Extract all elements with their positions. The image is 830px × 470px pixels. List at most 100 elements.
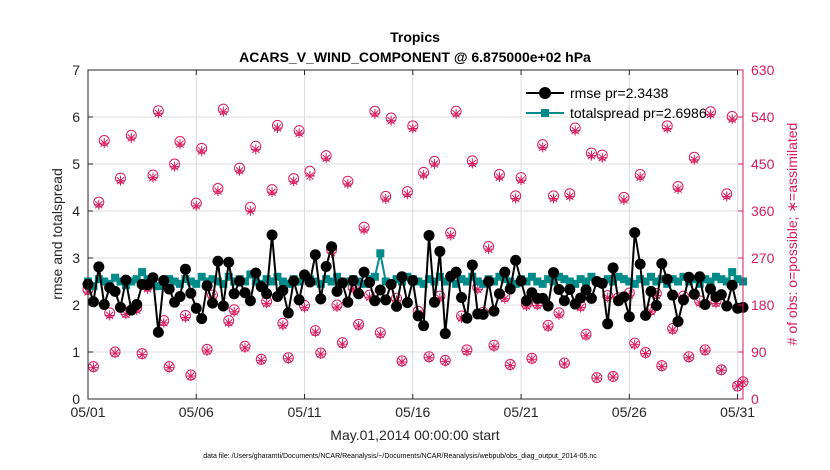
rmse-marker [315,293,327,305]
rmse-marker [688,288,700,300]
obs-assimilated-marker [705,109,716,120]
obs-assimilated-marker [505,360,516,371]
legend: rmse pr=2.3438 totalspread pr=2.6986 [526,85,707,121]
y-left-tick-label: 4 [72,203,80,219]
rmse-marker [293,294,305,306]
obs-assimilated-marker [212,186,223,197]
obs-assimilated-marker [429,159,440,169]
totalspread-marker [722,277,731,286]
totalspread-marker [544,275,553,284]
obs-assimilated-marker [283,353,294,364]
obs-assimilated-marker [727,114,738,125]
rmse-marker [320,260,332,272]
data-file-footer: data file: /Users/gharamti/Documents/NCA… [203,453,597,460]
rmse-marker [412,310,424,322]
totalspread-marker [554,272,563,281]
y-left-tick-label: 0 [72,391,80,407]
totalspread-marker [500,275,509,284]
totalspread-marker [219,279,228,288]
totalspread-marker [582,277,591,286]
rmse-marker [353,288,365,300]
totalspread-marker [587,272,596,281]
y-right-tick-label: 270 [751,250,775,266]
y-right-tick-label: 450 [751,156,775,172]
legend-rmse-marker [539,87,551,99]
obs-assimilated-marker [104,310,115,321]
rmse-marker [179,263,191,275]
obs-assimilated-marker [488,341,499,352]
totalspread-marker [127,277,136,286]
obs-assimilated-marker [196,145,207,156]
totalspread-marker [625,277,634,286]
rmse-marker [261,288,273,300]
rmse-marker [212,255,224,267]
rmse-marker [369,295,381,307]
rmse-marker [147,272,159,284]
obs-assimilated-marker [716,365,727,376]
obs-assimilated-marker [342,178,353,189]
obs-assimilated-marker [175,139,186,150]
totalspread-marker [273,272,282,281]
rmse-marker [645,285,657,297]
y-left-tick-label: 5 [72,156,80,172]
obs-assimilated-marker [88,362,99,373]
obs-assimilated-marker [245,206,256,216]
rmse-marker [109,285,121,297]
rmse-marker [650,299,662,311]
obs-assimilated-marker [223,317,234,328]
rmse-marker [667,289,679,301]
totalspread-marker [430,277,439,286]
obs-assimilated-marker [277,320,288,331]
totalspread-marker [208,275,217,284]
rmse-marker [439,328,451,340]
obs-assimilated-marker [380,193,391,204]
obs-assimilated-marker [597,152,608,163]
obs-assimilated-marker [169,161,180,172]
rmse-marker [418,320,430,332]
totalspread-marker [538,279,547,288]
x-tick-label: 05/06 [179,404,214,420]
obs-assimilated-marker [483,244,494,255]
rmse-marker [515,275,527,287]
obs-assimilated-marker [115,175,126,186]
obs-assimilated-marker [424,352,435,363]
rmse-marker [407,275,419,287]
obs-assimilated-marker [467,158,478,169]
x-tick-label: 05/21 [504,404,539,420]
obs-assimilated-marker [375,329,386,340]
totalspread-marker [251,277,260,286]
totalspread-marker [706,277,715,286]
totalspread-marker [327,277,336,286]
totalspread-marker [495,272,504,281]
rmse-marker [217,300,229,312]
obs-assimilated-marker [537,142,548,153]
obs-assimilated-marker [559,359,570,370]
totalspread-marker [652,277,661,286]
rmse-marker [326,241,338,253]
rmse-marker [428,296,440,308]
rmse-marker [694,271,706,283]
obs-assimilated-marker [526,354,537,365]
totalspread-marker [316,279,325,288]
totalspread-marker [695,279,704,288]
totalspread-marker [197,272,206,281]
totalspread-marker [728,268,737,277]
totalspread-marker [462,277,471,286]
totalspread-marker [333,272,342,281]
obs-assimilated-marker [618,195,629,206]
totalspread-marker [690,275,699,284]
totalspread-marker [111,273,120,282]
obs-assimilated-marker [407,123,418,134]
obs-assimilated-marker [288,176,299,187]
rmse-marker [336,277,348,289]
rmse-marker [618,291,630,303]
totalspread-marker [527,272,536,281]
totalspread-marker [603,275,612,284]
rmse-marker [504,283,516,295]
obs-assimilated-marker [570,125,581,136]
totalspread-marker [641,277,650,286]
rmse-marker [640,309,652,321]
totalspread-marker [284,279,293,288]
rmse-marker [672,315,684,327]
